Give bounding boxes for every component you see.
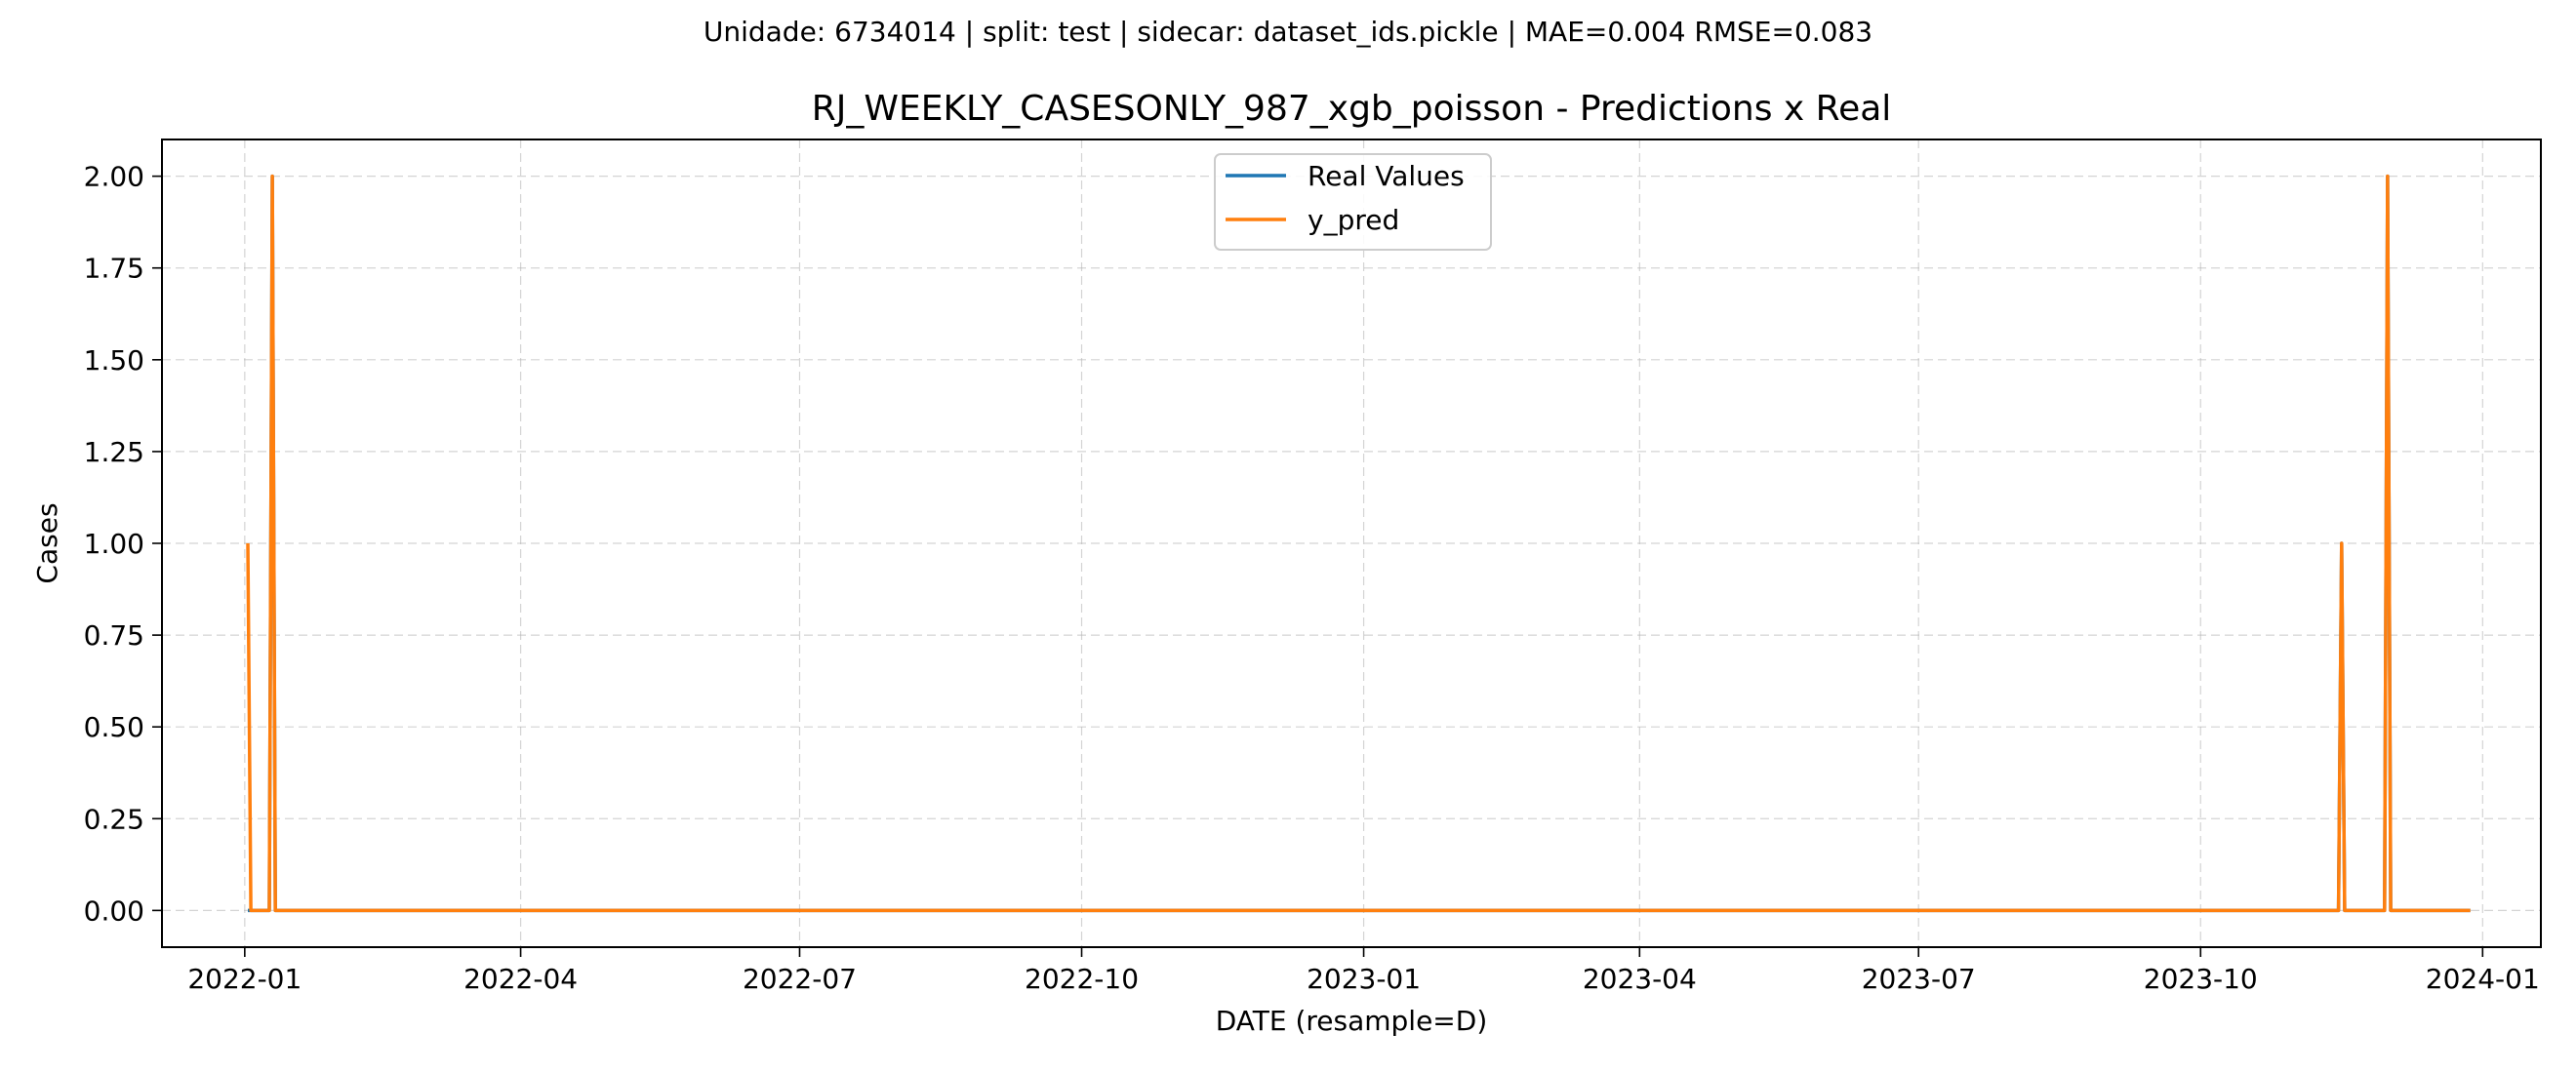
x-tick-label: 2022-07 bbox=[743, 963, 857, 995]
y-tick-label: 0.00 bbox=[84, 894, 144, 927]
y-tick-label: 1.50 bbox=[84, 344, 144, 377]
y-axis-label: Cases bbox=[31, 502, 63, 583]
x-tick-label: 2022-10 bbox=[1025, 963, 1139, 995]
y-tick-label: 0.75 bbox=[84, 619, 144, 652]
x-tick-label: 2022-01 bbox=[187, 963, 302, 995]
series-line-y-pred bbox=[246, 174, 2471, 913]
figure-suptitle: Unidade: 6734014 | split: test | sidecar… bbox=[703, 16, 1873, 48]
x-tick-label: 2023-07 bbox=[1862, 963, 1976, 995]
legend: Real Values y_pred bbox=[1214, 153, 1492, 251]
y-tick-label: 1.00 bbox=[84, 528, 144, 560]
x-tick-label: 2024-01 bbox=[2426, 963, 2540, 995]
legend-box bbox=[1214, 153, 1492, 251]
legend-label-y-pred: y_pred bbox=[1308, 204, 1399, 236]
y-axis: 0.00 0.25 0.50 0.75 1.00 1.25 1.50 1.75 2.00 bbox=[84, 161, 162, 927]
grid-lines bbox=[162, 139, 2541, 947]
series-layer bbox=[246, 174, 2471, 913]
x-tick-label: 2023-04 bbox=[1583, 963, 1697, 995]
x-axis: 2022-01 2022-04 2022-07 2022-10 2023-01 2023-… bbox=[187, 947, 2540, 995]
x-tick-label: 2022-04 bbox=[463, 963, 578, 995]
y-tick-label: 2.00 bbox=[84, 161, 144, 193]
legend-label-real-values: Real Values bbox=[1308, 160, 1465, 192]
y-tick-label: 0.50 bbox=[84, 711, 144, 743]
x-axis-label: DATE (resample=D) bbox=[1216, 1005, 1488, 1037]
x-tick-label: 2023-10 bbox=[2144, 963, 2258, 995]
x-tick-label: 2023-01 bbox=[1307, 963, 1421, 995]
y-tick-label: 1.75 bbox=[84, 253, 144, 285]
chart-title: RJ_WEEKLY_CASESONLY_987_xgb_poisson - Pr… bbox=[812, 89, 1892, 129]
y-tick-label: 1.25 bbox=[84, 436, 144, 468]
y-tick-label: 0.25 bbox=[84, 803, 144, 835]
